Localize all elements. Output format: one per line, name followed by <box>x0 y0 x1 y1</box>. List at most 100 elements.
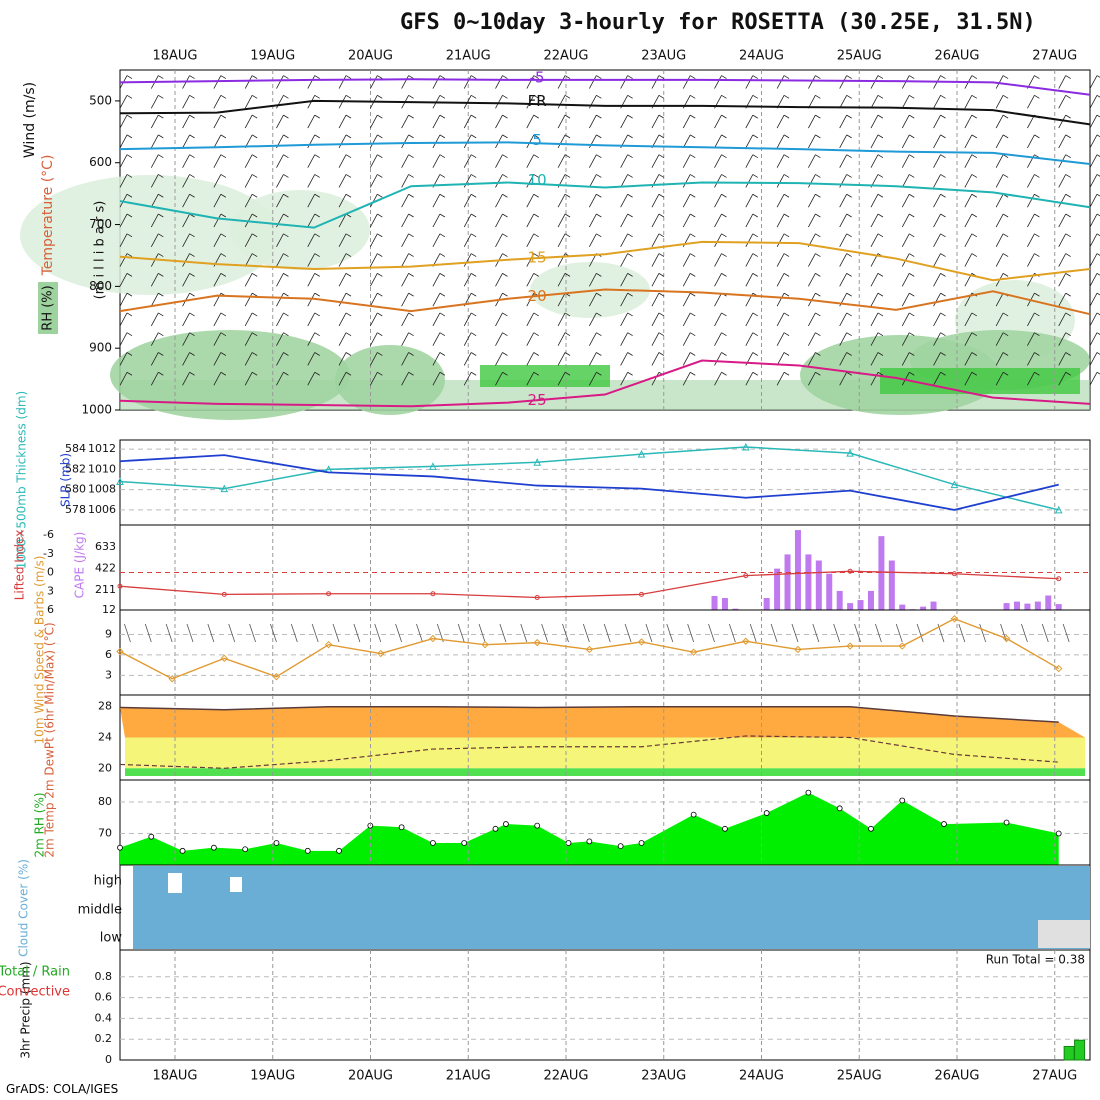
wind-barb <box>651 233 660 247</box>
wind-barb <box>369 75 378 89</box>
thickness-tick-label: 578 <box>65 503 86 516</box>
wind-barb-flag <box>971 134 978 139</box>
wind-barb-flag <box>971 154 978 159</box>
wind-barb-flag <box>345 174 352 178</box>
wind-barb <box>870 273 879 287</box>
wind-barb-flag <box>658 233 665 238</box>
wind-barb-flag <box>345 332 352 337</box>
wind-barb-flag <box>1034 75 1040 79</box>
wind-barb <box>369 194 378 208</box>
wind-barb <box>119 233 128 247</box>
wind-barb <box>776 273 785 287</box>
isotherm-25 <box>119 359 1091 408</box>
wind-barb <box>150 95 159 109</box>
rh2m-marker <box>722 825 728 832</box>
pressure-tick-label: 800 <box>89 279 112 293</box>
wind-barb-flag <box>940 233 946 238</box>
wind-barb <box>213 213 222 228</box>
wind-barb <box>432 114 441 129</box>
wind-barb-flag <box>126 312 133 317</box>
wind-barb <box>526 95 535 109</box>
wind-barb <box>933 352 941 366</box>
wind-barb-flag <box>251 273 258 277</box>
wind-barb-flag <box>251 213 258 218</box>
wind-barb <box>401 213 409 228</box>
wind-barb-flag <box>909 75 915 79</box>
wind-barb <box>776 372 785 386</box>
wind10m-marker <box>429 634 437 643</box>
wind-barb-flag <box>752 312 759 317</box>
wind-barb-flag <box>846 94 852 99</box>
wind-barb-flag <box>627 174 633 178</box>
wind-barb-flag <box>909 352 915 356</box>
wind-barb <box>244 273 253 287</box>
wind-barb <box>933 292 941 307</box>
wind-barb-flag <box>220 273 227 277</box>
cape-tick-label: 12 <box>102 603 116 616</box>
wind-barb-flag <box>158 75 164 79</box>
wind-barb <box>964 114 973 129</box>
wind-barb <box>901 332 910 346</box>
rh2m-marker <box>868 825 874 832</box>
wind-barb-flag <box>658 134 665 139</box>
wind-barb <box>338 213 347 228</box>
wind-barb-flag <box>627 371 633 376</box>
wind-barb-flag <box>815 75 821 79</box>
wind-barb <box>463 352 472 366</box>
top-date-label: 21AUG <box>446 49 491 64</box>
wind-barb <box>401 233 409 247</box>
wind-barb-flag <box>158 233 164 238</box>
wind-barb <box>714 372 722 386</box>
wind-barb <box>651 75 660 89</box>
wind-barb <box>369 312 378 327</box>
wind-barb-flag <box>877 75 884 79</box>
wind-barb <box>557 95 566 109</box>
wind-barb <box>745 75 754 89</box>
wind-barb <box>808 372 816 386</box>
rh2m-marker <box>336 847 342 854</box>
wind-barb-flag <box>220 213 227 218</box>
wind10m-barb <box>186 623 194 643</box>
wind10m-barb <box>666 623 674 643</box>
wind-barb-flag <box>783 154 790 159</box>
wind-barb-flag <box>690 233 696 238</box>
wind-barb <box>808 194 816 208</box>
wind-barb-flag <box>877 174 884 178</box>
wind-barb-flag <box>314 371 320 376</box>
cape-bar <box>815 560 822 610</box>
wind-barb <box>620 213 628 228</box>
wind-barb <box>901 352 910 366</box>
wind-barb-flag <box>220 174 227 178</box>
temp2m-tick-label: 28 <box>98 700 112 713</box>
wind-barb <box>463 134 472 149</box>
wind-barb-flag <box>815 193 821 198</box>
wind-barb-flag <box>126 174 133 178</box>
wind-barb <box>901 292 910 307</box>
wind-barb-flag <box>752 193 759 198</box>
wind-barb <box>839 312 848 327</box>
pressure-tick-label: 500 <box>89 93 112 107</box>
wind-barb-flag <box>283 213 289 218</box>
wind-barb <box>808 174 816 188</box>
wind-barb-flag <box>877 154 884 159</box>
wind-barb-flag <box>1034 312 1040 317</box>
wind-barb-flag <box>1034 94 1040 99</box>
wind-barb-flag <box>909 312 915 317</box>
wind-barb <box>1089 312 1098 327</box>
wind-barb <box>714 292 722 307</box>
wind-barb <box>745 154 754 168</box>
wind-barb-flag <box>971 312 978 317</box>
wind10m-barb <box>228 623 236 643</box>
wind-barb-flag <box>1002 352 1009 356</box>
cape-bar <box>1034 601 1041 610</box>
wind-barb <box>776 233 785 247</box>
wind-barb <box>432 75 441 89</box>
wind10m-barb <box>353 623 361 643</box>
wind-barb-flag <box>189 352 195 356</box>
wind-barb-flag <box>158 371 164 376</box>
wind10m-marker <box>742 637 750 645</box>
wind10m-marker <box>1055 664 1063 673</box>
wind-barb-flag <box>1002 134 1009 139</box>
wind-barb <box>307 312 316 327</box>
wind-barb-flag <box>815 213 821 218</box>
